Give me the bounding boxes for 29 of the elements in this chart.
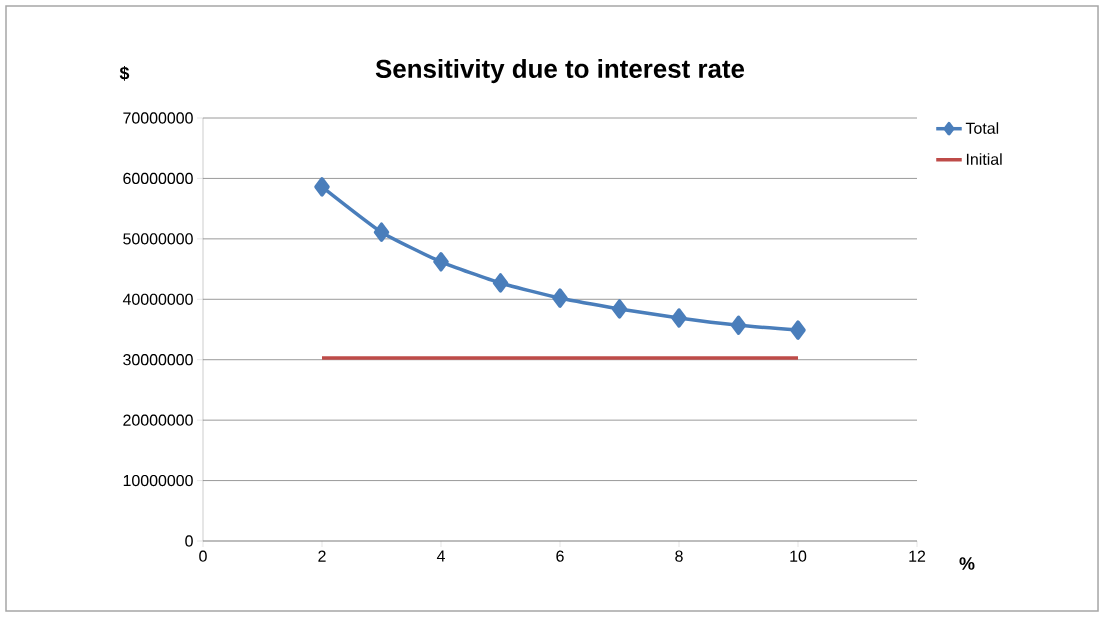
chart-title: Sensitivity due to interest rate xyxy=(375,58,745,84)
point xyxy=(373,222,390,242)
point xyxy=(314,177,330,197)
legend-label: Initial xyxy=(966,153,1002,165)
y-tick-label: 50000000 xyxy=(123,233,193,245)
point xyxy=(433,252,449,272)
legend-label: Total xyxy=(965,122,999,134)
x-tick-label: 10 xyxy=(790,550,807,562)
y-tick-label: 60000000 xyxy=(123,172,193,185)
point xyxy=(671,308,687,328)
point xyxy=(552,288,568,308)
y-tick-label: 30000000 xyxy=(123,354,193,366)
x-axis-title: % xyxy=(959,557,975,570)
x-tick-label: 12 xyxy=(909,550,926,562)
x-tick-label: 0 xyxy=(199,550,207,562)
point xyxy=(730,315,747,336)
point xyxy=(790,320,806,340)
x-tick-label: 4 xyxy=(436,550,445,562)
x-tick-label: 6 xyxy=(556,550,564,562)
y-tick-label: 70000000 xyxy=(123,112,193,124)
y-tick-label: 0 xyxy=(185,535,193,547)
point xyxy=(611,299,628,319)
y-tick-label: 40000000 xyxy=(122,293,193,305)
x-tick-label: 8 xyxy=(675,550,683,562)
y-tick-label: 20000000 xyxy=(123,414,193,426)
y-axis-title: $ xyxy=(119,66,130,81)
x-tick-label: 2 xyxy=(318,550,326,562)
point xyxy=(492,273,509,293)
y-tick-label: 10000000 xyxy=(123,474,193,487)
